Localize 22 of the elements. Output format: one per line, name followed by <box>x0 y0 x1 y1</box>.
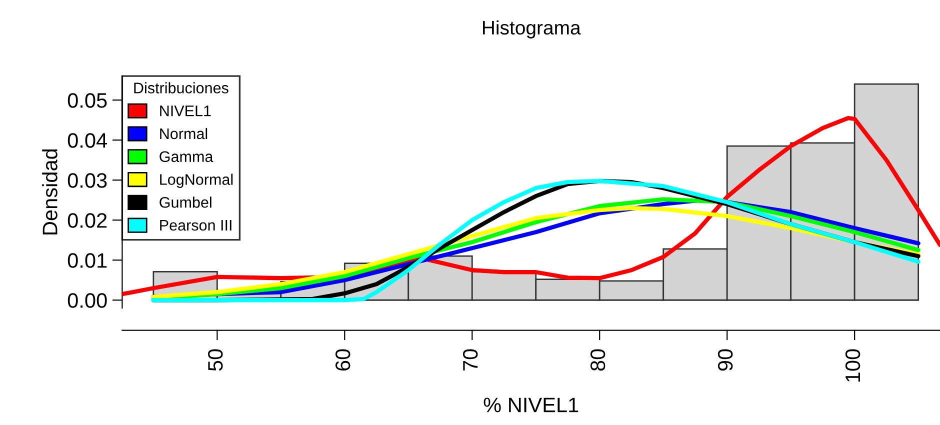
x-tick-label: 60 <box>335 349 350 371</box>
y-axis-title: Densidad <box>42 149 58 234</box>
x-axis-title: % NIVEL1 <box>484 398 578 412</box>
legend-label: Normal <box>160 128 208 140</box>
chart-title: Histograma <box>482 20 581 38</box>
x-tick-label: 80 <box>590 349 606 371</box>
legend-label: Pearson III <box>160 220 232 231</box>
y-tick-label: 0.04 <box>68 133 108 148</box>
legend-label: Gumbel <box>160 196 212 208</box>
x-tick-label: 50 <box>208 349 223 371</box>
legend-title: Distribuciones <box>134 82 228 94</box>
y-tick-label: 0.01 <box>68 253 107 268</box>
legend-label: Gamma <box>160 151 214 162</box>
legend-label: NIVEL1 <box>160 106 211 116</box>
x-tick-label: 100 <box>845 349 860 382</box>
y-tick-label: 0.05 <box>68 93 107 108</box>
x-tick-label: 90 <box>718 349 733 371</box>
x-tick-label: 70 <box>462 349 478 371</box>
y-tick-label: 0.03 <box>68 173 107 188</box>
y-tick-label: 0.00 <box>68 293 107 308</box>
y-tick-label: 0.02 <box>68 213 107 228</box>
legend-label: LogNormal <box>160 174 233 188</box>
